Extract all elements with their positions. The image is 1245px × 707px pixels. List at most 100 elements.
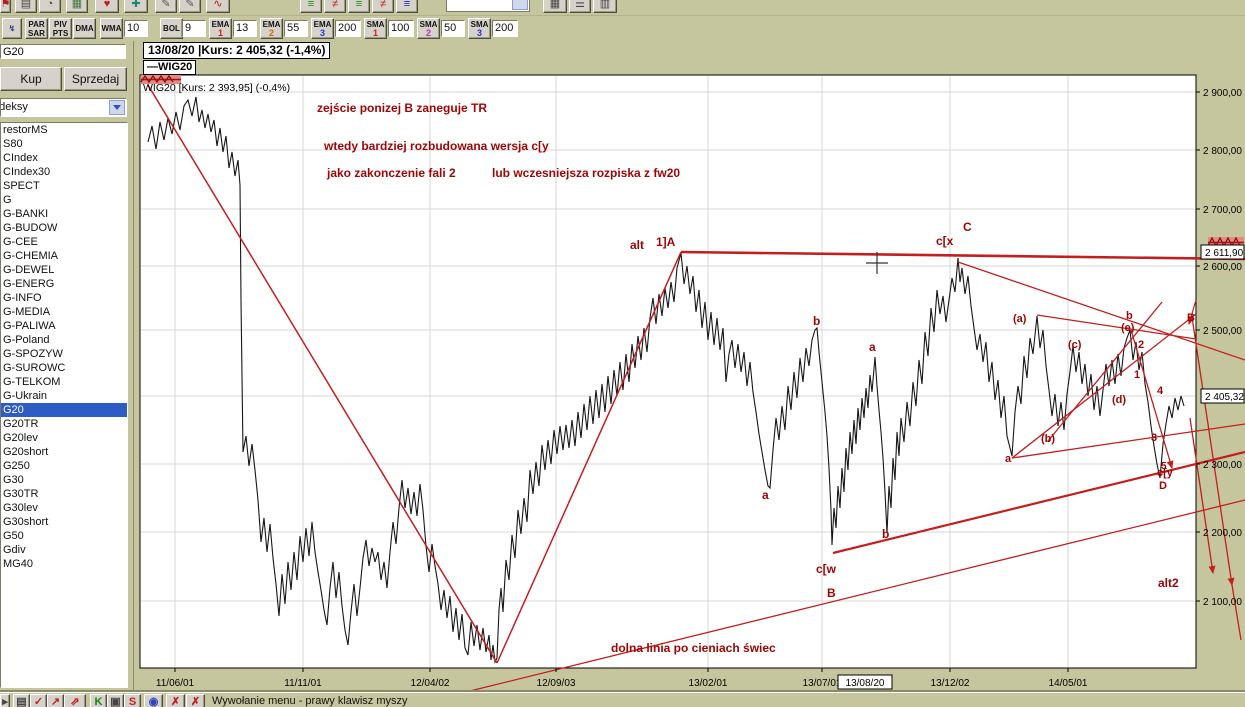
- report-icon: ▤: [16, 696, 27, 707]
- s-icon-button[interactable]: S: [124, 694, 141, 707]
- k-icon-button[interactable]: K: [90, 694, 107, 707]
- instrument-G20short[interactable]: G20short: [3, 446, 49, 458]
- instrument-MG40[interactable]: MG40: [3, 558, 33, 570]
- instrument-G[interactable]: G: [3, 194, 12, 206]
- instrument-G50[interactable]: G50: [3, 530, 24, 542]
- instrument-CIndex30[interactable]: CIndex30: [3, 166, 51, 178]
- chart-grid-icon-button[interactable]: ▦: [543, 0, 567, 13]
- sma2-period-input[interactable]: 50: [441, 20, 465, 37]
- sma2-button[interactable]: SMA 2: [417, 18, 440, 39]
- sma1-button[interactable]: SMA 1: [364, 18, 387, 39]
- instrument-G30TR[interactable]: G30TR: [3, 488, 39, 500]
- instrument-CIndex[interactable]: CIndex: [3, 152, 38, 164]
- symbol-input[interactable]: [0, 44, 126, 59]
- wave-label: a: [1005, 453, 1012, 465]
- close-icon: ✗: [170, 696, 181, 707]
- category-dropdown[interactable]: Indeksy: [0, 98, 127, 117]
- sma3-period-input[interactable]: 200: [492, 20, 518, 37]
- wave-icon-button[interactable]: ∿: [206, 0, 230, 13]
- chevron-down-icon[interactable]: [512, 0, 528, 10]
- close2-icon-button[interactable]: ✗: [186, 694, 205, 707]
- pencil2-icon-button[interactable]: ✎: [179, 0, 201, 13]
- buy-button[interactable]: Kup: [0, 67, 62, 91]
- instrument-G30lev[interactable]: G30lev: [3, 502, 38, 514]
- dma-button[interactable]: DMA: [73, 18, 96, 39]
- heart-icon-button[interactable]: ♥: [95, 0, 119, 13]
- chevron-down-icon[interactable]: [109, 100, 125, 115]
- instrument-G-Ukrain[interactable]: G-Ukrain: [3, 390, 48, 402]
- bollinger-button[interactable]: BOL: [160, 18, 183, 39]
- instrument-restorMS[interactable]: restorMS: [3, 124, 48, 136]
- sma3-number: 3: [476, 27, 482, 38]
- plus-teal-icon-button[interactable]: ✚: [124, 0, 148, 13]
- sell-button[interactable]: Sprzedaj: [64, 67, 127, 91]
- lines-icon-button[interactable]: ☰: [569, 0, 591, 13]
- instrument-G-INFO[interactable]: G-INFO: [3, 292, 42, 304]
- close2-icon: ✗: [190, 696, 201, 707]
- notequal-red2-icon-button[interactable]: ≠: [372, 0, 394, 13]
- instrument-SPECT[interactable]: SPECT: [3, 180, 40, 192]
- clock-icon-button[interactable]: ◔: [39, 0, 61, 13]
- chart-bars-icon-button[interactable]: ▥: [593, 0, 617, 13]
- sma1-period-input[interactable]: 100: [388, 20, 414, 37]
- grid-icon-button[interactable]: ▦: [66, 0, 88, 13]
- bollinger-period-input[interactable]: 9: [182, 20, 206, 37]
- ema1-period-input[interactable]: 13: [233, 20, 257, 37]
- instrument-list: restorMS S80 CIndex CIndex30 SPECT G G-BANKI G-…: [0, 122, 128, 688]
- statusbar-partial-button[interactable]: ▸: [0, 694, 10, 707]
- save-icon-button[interactable]: ▣: [107, 694, 124, 707]
- report-icon-button[interactable]: ▤: [13, 694, 30, 707]
- chart-switch-icon-button[interactable]: ↯: [2, 18, 22, 39]
- equals-blue-icon-button[interactable]: ≡: [396, 0, 418, 13]
- target-icon-button[interactable]: ◉: [144, 694, 163, 707]
- instrument-G-Poland[interactable]: G-Poland: [3, 334, 50, 346]
- instrument-G30short[interactable]: G30short: [3, 516, 49, 528]
- ema2-button[interactable]: EMA 2: [260, 18, 283, 39]
- instrument-G-CHEMIA[interactable]: G-CHEMIA: [3, 250, 58, 262]
- equals-green2-icon-button[interactable]: ≡: [348, 0, 370, 13]
- equals-green-icon-button[interactable]: ≡: [300, 0, 322, 13]
- instrument-G-DEWEL[interactable]: G-DEWEL: [3, 264, 55, 276]
- price-chart[interactable]: WIG20 [Kurs: 2 393,95] (-0,4%) alt 1]A Cc[x…: [139, 74, 1245, 692]
- instrument-G20[interactable]: G20: [1, 403, 127, 417]
- instrument-G-ENERG[interactable]: G-ENERG: [3, 278, 55, 290]
- instrument-G-MEDIA[interactable]: G-MEDIA: [3, 306, 51, 318]
- instrument-G30[interactable]: G30: [3, 474, 24, 486]
- date-marker-box: [837, 674, 893, 690]
- arrow-up-right-icon-button[interactable]: ↗: [47, 694, 64, 707]
- notequal-red-icon-button[interactable]: ≠: [324, 0, 346, 13]
- parabolic-sar-button[interactable]: PAR SAR: [25, 18, 48, 39]
- instrument-G-SPOZYW[interactable]: G-SPOZYW: [3, 348, 63, 360]
- ema3-period-input[interactable]: 200: [335, 20, 361, 37]
- instrument-G-PALIWA[interactable]: G-PALIWA: [3, 320, 56, 332]
- instrument-S80[interactable]: S80: [3, 138, 23, 150]
- ema2-period-input[interactable]: 55: [284, 20, 308, 37]
- instrument-Gdiv[interactable]: Gdiv: [3, 544, 26, 556]
- instrument-G-CEE[interactable]: G-CEE: [3, 236, 38, 248]
- instrument-G-SUROWC[interactable]: G-SUROWC: [3, 362, 66, 374]
- timeframe-dropdown[interactable]: [446, 0, 530, 12]
- flag-icon-button[interactable]: ⚑: [0, 0, 11, 13]
- ema3-button[interactable]: EMA 3: [311, 18, 334, 39]
- instrument-G-BANKI[interactable]: G-BANKI: [3, 208, 49, 220]
- close-icon-button[interactable]: ✗: [166, 694, 185, 707]
- pivot-points-button[interactable]: PIV PTS: [49, 18, 72, 39]
- wave-label: b: [882, 527, 889, 541]
- wave-label: (e): [1121, 322, 1135, 334]
- pencil-icon-button[interactable]: ✎: [155, 0, 177, 13]
- pivot-points-label: PIV: [54, 19, 67, 29]
- panel-splitter[interactable]: [133, 41, 140, 692]
- wma-button[interactable]: WMA: [100, 18, 123, 39]
- instrument-G20TR[interactable]: G20TR: [3, 418, 39, 430]
- sma3-button[interactable]: SMA 3: [468, 18, 491, 39]
- check-icon-button[interactable]: ✓: [30, 694, 47, 707]
- instrument-G-TELKOM[interactable]: G-TELKOM: [3, 376, 61, 388]
- instrument-G20lev[interactable]: G20lev: [3, 432, 38, 444]
- wave-label: c[w: [816, 562, 837, 576]
- instrument-G250[interactable]: G250: [3, 460, 30, 472]
- document-icon-button[interactable]: ▤: [15, 0, 37, 13]
- ema1-button[interactable]: EMA 1: [209, 18, 232, 39]
- wma-period-input[interactable]: 10: [124, 20, 148, 37]
- double-arrow-icon-button[interactable]: ⇗: [64, 694, 86, 707]
- instrument-G-BUDOW[interactable]: G-BUDOW: [3, 222, 58, 234]
